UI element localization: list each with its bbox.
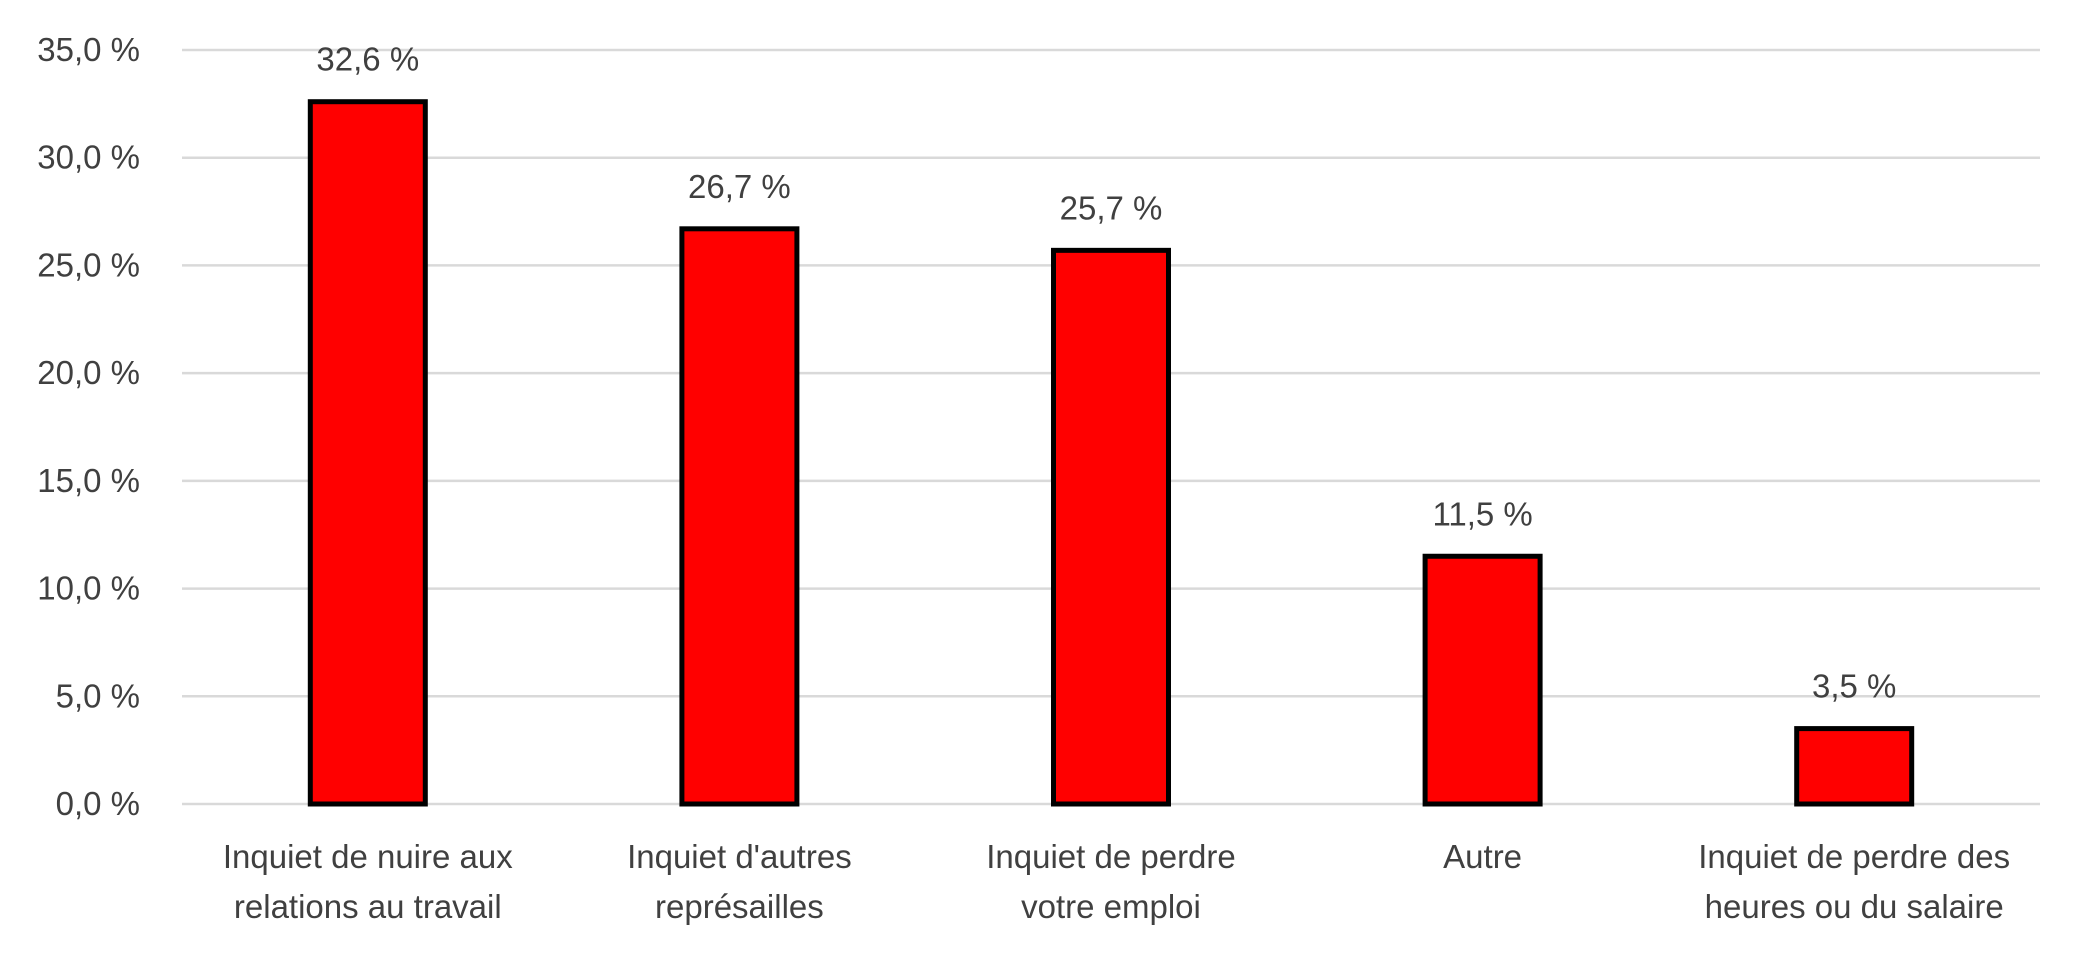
data-label: 3,5 %: [1812, 668, 1896, 705]
data-label: 26,7 %: [688, 168, 791, 205]
y-axis-tick-labels: 0,0 % 5,0 % 10,0 % 15,0 % 20,0 % 25,0 % 30,0 %…: [37, 31, 140, 822]
y-tick-label: 35,0 %: [37, 31, 140, 68]
data-label: 11,5 %: [1432, 495, 1532, 532]
bar: [307, 99, 428, 807]
y-tick-label: 0,0 %: [56, 785, 140, 822]
x-tick-label: représailles: [655, 888, 824, 925]
x-tick-label: votre emploi: [1021, 888, 1201, 925]
bars: [307, 99, 1915, 807]
x-tick-label: Inquiet de perdre des: [1698, 838, 2010, 875]
x-tick-label: Autre: [1443, 838, 1522, 875]
data-labels: 32,6 % 26,7 % 25,7 % 11,5 % 3,5 %: [316, 41, 1896, 705]
x-tick-label: heures ou du salaire: [1705, 888, 2004, 925]
x-tick-label: Inquiet de nuire aux: [223, 838, 513, 875]
data-label: 32,6 %: [316, 41, 419, 78]
bar: [1794, 726, 1915, 807]
x-tick-label: relations au travail: [234, 888, 502, 925]
x-tick-label: Inquiet d'autres: [627, 838, 852, 875]
y-tick-label: 15,0 %: [37, 462, 140, 499]
x-tick-label: Inquiet de perdre: [986, 838, 1236, 875]
bar: [1051, 247, 1171, 807]
bar: [679, 226, 800, 807]
data-label: 25,7 %: [1060, 189, 1163, 226]
bar: [1422, 553, 1543, 807]
y-tick-label: 30,0 %: [37, 139, 140, 176]
y-tick-label: 10,0 %: [37, 570, 140, 607]
y-tick-label: 5,0 %: [56, 677, 140, 714]
y-tick-label: 20,0 %: [37, 354, 140, 391]
x-axis-category-labels: Inquiet de nuire aux relations au travail…: [223, 838, 2010, 925]
y-tick-label: 25,0 %: [37, 246, 140, 283]
